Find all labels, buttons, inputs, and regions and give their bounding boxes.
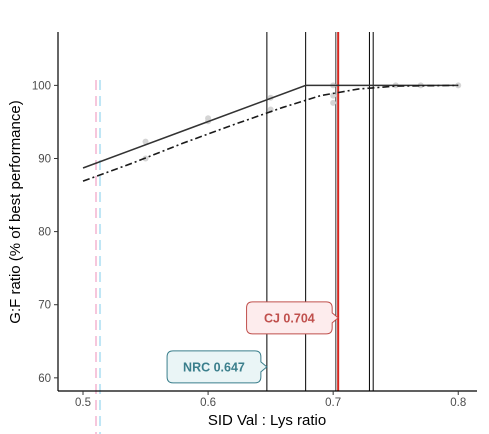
- annotations-layer: CJ 0.704 NRC 0.647: [166, 301, 339, 384]
- x-tick-label: 0.8: [450, 397, 466, 409]
- annotation-box: [246, 301, 339, 335]
- annotation-box: [166, 350, 268, 384]
- broken-line-fit: [82, 84, 459, 169]
- y-tick-label: 100: [32, 80, 51, 92]
- fit-lines-layer: [82, 84, 459, 182]
- ticks-layer: 0.5 0.6 0.7 0.8 60 70 80 90 100: [32, 80, 466, 409]
- annotation-label: CJ 0.704: [264, 311, 315, 325]
- data-point: [142, 138, 149, 145]
- data-point: [330, 99, 337, 106]
- y-axis-title: G:F ratio (% of best performance): [7, 100, 24, 323]
- axes-layer: [57, 32, 477, 392]
- x-tick-label: 0.5: [75, 397, 91, 409]
- x-tick-label: 0.6: [200, 397, 216, 409]
- x-tick-label: 0.7: [325, 397, 341, 409]
- annotation-label: NRC 0.647: [183, 360, 245, 374]
- curvilinear-fit: [82, 84, 459, 182]
- y-tick-label: 60: [38, 373, 51, 385]
- points-layer: [142, 82, 462, 162]
- x-axis-title: SID Val : Lys ratio: [208, 412, 326, 429]
- y-tick-label: 70: [38, 300, 51, 312]
- y-tick-label: 90: [38, 153, 51, 165]
- y-tick-label: 80: [38, 227, 51, 239]
- data-point: [330, 92, 337, 99]
